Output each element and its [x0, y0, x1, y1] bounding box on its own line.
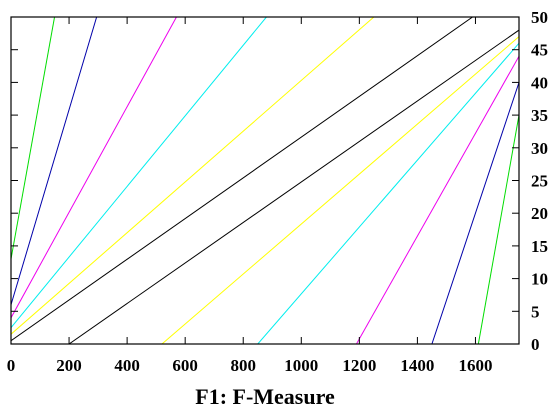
x-tick-label: 1400	[400, 356, 434, 375]
y-tick-label: 30	[531, 139, 548, 158]
y-tick-label: 35	[531, 106, 548, 125]
x-tick-label: 800	[230, 356, 256, 375]
series-line-3	[11, 17, 177, 319]
y-tick-labels: 0 5 10 15 20 25 30 35 40 45 50	[531, 8, 548, 354]
series-line-10	[356, 55, 519, 344]
series-line-4	[11, 17, 267, 328]
axis-ticks	[10, 16, 519, 345]
x-tick-label: 200	[56, 356, 82, 375]
series-lines	[11, 17, 519, 344]
y-tick-label: 40	[531, 73, 548, 92]
series-line-12	[477, 115, 519, 344]
series-line-5	[11, 17, 375, 335]
x-tick-label: 0	[7, 356, 16, 375]
series-line-7	[68, 29, 519, 344]
x-tick-label: 1000	[284, 356, 318, 375]
y-tick-label: 0	[531, 335, 540, 354]
plot-frame	[10, 16, 520, 345]
y-tick-label: 25	[531, 172, 548, 191]
series-line-6	[11, 17, 473, 342]
y-tick-label: 15	[531, 237, 548, 256]
series-line-9	[257, 42, 519, 344]
y-tick-label: 45	[531, 41, 548, 60]
x-axis-title: F1: F-Measure	[195, 384, 335, 409]
x-tick-label: 600	[172, 356, 198, 375]
series-line-11	[431, 82, 519, 344]
x-tick-label: 400	[114, 356, 140, 375]
y-tick-label: 5	[531, 302, 540, 321]
series-line-2	[11, 17, 98, 305]
x-tick-label: 1600	[458, 356, 492, 375]
x-tick-labels: 0 200 400 600 800 1000 1200 1400 1600	[7, 356, 493, 375]
series-line-1	[11, 17, 56, 260]
series-line-8	[161, 36, 519, 344]
x-tick-label: 1200	[342, 356, 376, 375]
y-tick-label: 20	[531, 204, 548, 223]
y-tick-label: 50	[531, 8, 548, 27]
y-tick-label: 10	[531, 270, 548, 289]
